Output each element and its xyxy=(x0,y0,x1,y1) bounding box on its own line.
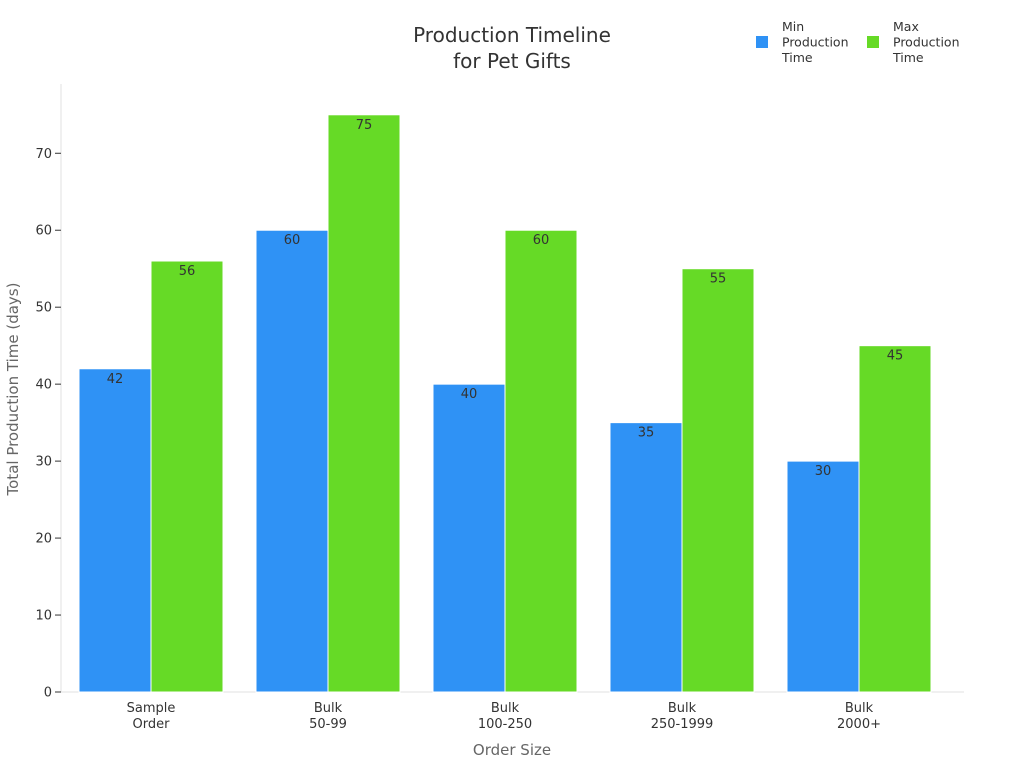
x-tick-label-line: 2000+ xyxy=(837,717,881,732)
x-tick-label-line: Bulk xyxy=(491,701,520,716)
data-label: 45 xyxy=(887,349,904,364)
bar-max xyxy=(504,229,578,693)
legend-label-line: Time xyxy=(892,50,924,65)
data-label: 30 xyxy=(815,464,832,479)
x-tick-label: Bulk 100-250 xyxy=(478,701,532,732)
y-tick-label: 20 xyxy=(35,532,52,547)
x-tick-label-line: Bulk xyxy=(314,701,343,716)
legend-label-line: Min xyxy=(782,19,804,34)
bar-min xyxy=(786,460,860,693)
bar-min xyxy=(432,383,506,693)
bar-min xyxy=(255,229,329,693)
x-tick-label-line: 50-99 xyxy=(309,717,347,732)
x-tick-label-line: Bulk xyxy=(845,701,874,716)
chart-title-text-line: for Pet Gifts xyxy=(453,49,571,73)
data-label: 60 xyxy=(284,233,301,248)
chart-bars xyxy=(78,114,932,693)
data-label: 60 xyxy=(533,233,550,248)
y-tick-label: 70 xyxy=(35,147,52,162)
x-tick-label-line: Bulk xyxy=(668,701,697,716)
legend-label-line: Production xyxy=(782,35,849,50)
bar-max xyxy=(327,114,401,693)
legend-swatch xyxy=(756,36,768,48)
x-tick-label-line: 250-1999 xyxy=(651,717,714,732)
y-tick-label: 0 xyxy=(44,686,52,701)
chart-axes: 0 10 20 30 40 50 60 70 Total Production Time (da… xyxy=(4,84,964,759)
y-tick-label: 10 xyxy=(35,609,52,624)
data-label: 35 xyxy=(638,426,655,441)
chart-title-text-line: Production Timeline xyxy=(413,23,611,47)
legend-swatch xyxy=(867,36,879,48)
data-label: 55 xyxy=(710,272,727,287)
y-tick-label: 40 xyxy=(35,378,52,393)
chart-title-text: Production Timeline for Pet Gifts xyxy=(413,23,611,73)
x-tick-label: Bulk 50-99 xyxy=(309,701,347,732)
chart-title: Production Timeline for Pet Gifts xyxy=(413,23,611,73)
x-tick-label: Sample Order xyxy=(127,701,176,732)
x-tick-label: Bulk 250-1999 xyxy=(651,701,714,732)
bar-max xyxy=(681,268,755,693)
x-axis-title: Order Size xyxy=(473,741,551,759)
x-tick-label-line: 100-250 xyxy=(478,717,532,732)
y-tick-label: 50 xyxy=(35,301,52,316)
legend-label: Min Production Time xyxy=(781,19,849,65)
bar-max xyxy=(858,345,932,693)
y-tick-label: 60 xyxy=(35,224,52,239)
chart-data-labels: 42 56 60 75 40 60 35 55 30 45 xyxy=(107,118,904,479)
data-label: 75 xyxy=(356,118,373,133)
data-label: 42 xyxy=(107,372,124,387)
legend-label-line: Production xyxy=(893,35,960,50)
y-axis-title: Total Production Time (days) xyxy=(4,283,22,497)
bar-min xyxy=(78,368,152,693)
x-tick-label-line: Sample xyxy=(127,701,176,716)
x-tick-label: Bulk 2000+ xyxy=(837,701,881,732)
bar-min xyxy=(609,422,683,693)
legend-label-line: Max xyxy=(893,19,919,34)
bar-max xyxy=(150,260,224,693)
data-label: 40 xyxy=(461,387,478,402)
x-tick-label-line: Order xyxy=(133,717,171,732)
data-label: 56 xyxy=(179,264,196,279)
legend-label-line: Time xyxy=(781,50,813,65)
y-tick-label: 30 xyxy=(35,455,52,470)
legend-label: Max Production Time xyxy=(892,19,960,65)
